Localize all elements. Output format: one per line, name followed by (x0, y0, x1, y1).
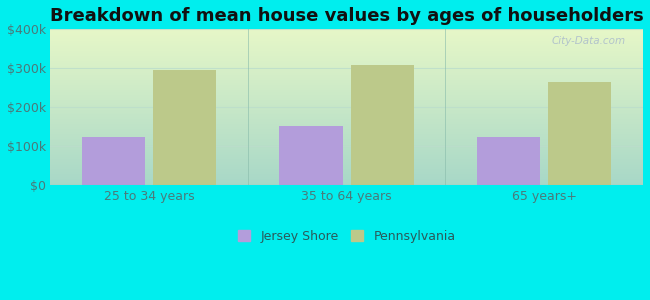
Bar (350, 65, 414, 185)
Text: City-Data.com: City-Data.com (551, 35, 625, 46)
Bar (477, 137, 540, 185)
Bar (153, 70, 216, 185)
Title: Breakdown of mean house values by ages of householders: Breakdown of mean house values by ages o… (50, 7, 644, 25)
Bar (548, 82, 612, 185)
Bar (280, 126, 343, 185)
Legend: Jersey Shore, Pennsylvania: Jersey Shore, Pennsylvania (234, 226, 460, 247)
Bar (82, 137, 145, 185)
